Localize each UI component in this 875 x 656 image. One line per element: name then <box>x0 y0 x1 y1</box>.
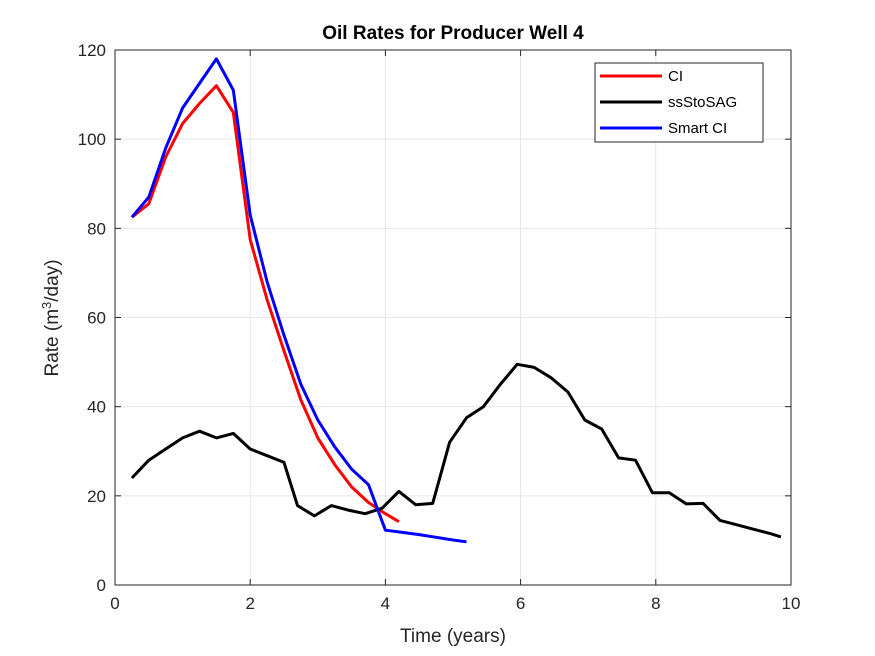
series-lines <box>130 57 782 544</box>
y-axis-label-prefix: Rate (m <box>42 309 63 377</box>
x-tick-label: 8 <box>651 594 660 613</box>
series-line-smart-ci <box>130 57 467 544</box>
chart-title: Oil Rates for Producer Well 4 <box>322 23 584 44</box>
series-line-ci <box>130 84 400 523</box>
x-tick-label: 2 <box>245 594 254 613</box>
x-axis-ticks: 0 2 4 6 8 10 <box>110 50 800 613</box>
y-axis-label-superscript: 3 <box>39 302 54 309</box>
x-tick-label: 10 <box>782 594 801 613</box>
y-tick-label: 40 <box>87 398 106 417</box>
y-tick-label: 20 <box>87 487 106 506</box>
y-axis-ticks: 0 20 40 60 80 100 120 <box>78 41 791 595</box>
legend-label-ci: CI <box>668 68 683 85</box>
legend-label-smart-ci: Smart CI <box>668 120 727 137</box>
y-tick-label: 120 <box>78 41 106 60</box>
series-line-ssstosag <box>130 362 782 539</box>
y-axis-label: Rate (m3/day) <box>39 259 64 376</box>
x-axis-label: Time (years) <box>400 626 506 647</box>
legend-label-ssstosag: ssStoSAG <box>668 94 737 111</box>
y-axis-label-suffix: /day) <box>42 259 63 301</box>
y-tick-label: 0 <box>97 576 106 595</box>
legend: CI ssStoSAG Smart CI <box>594 62 764 143</box>
x-tick-label: 6 <box>516 594 525 613</box>
y-tick-label: 60 <box>87 309 106 328</box>
x-tick-label: 4 <box>381 594 390 613</box>
x-tick-label: 0 <box>110 594 119 613</box>
y-tick-label: 80 <box>87 219 106 238</box>
y-tick-label: 100 <box>78 130 106 149</box>
